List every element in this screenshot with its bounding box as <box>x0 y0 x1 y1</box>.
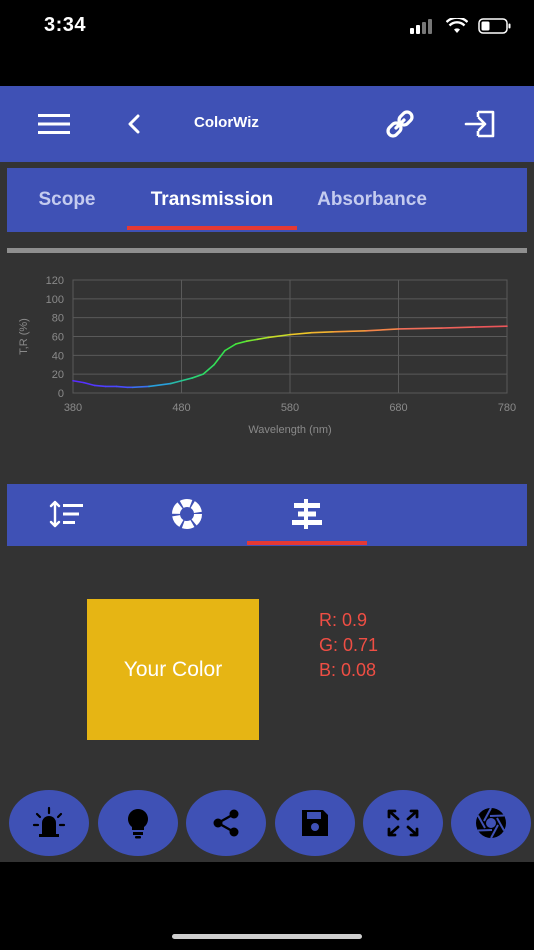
transmission-line-segment <box>310 330 335 334</box>
transmission-chart: 0 20 40 60 80 100 120 380 480 580 680 780 Wavelength… <box>18 275 516 436</box>
color-swatch: Your Color <box>87 599 259 740</box>
flash-button[interactable] <box>9 790 89 856</box>
share-icon <box>213 809 239 837</box>
app-bar: ColorWiz <box>0 86 534 162</box>
transmission-line-segment <box>180 377 194 382</box>
transmission-line-segment <box>397 327 443 330</box>
y-tick-label: 40 <box>52 350 64 362</box>
menu-button[interactable] <box>28 98 80 150</box>
status-time: 3:34 <box>44 14 87 36</box>
status-icons <box>410 18 512 34</box>
swatch-label: Your Color <box>123 657 223 681</box>
fullscreen-icon <box>387 809 419 837</box>
transmission-line-segment <box>245 338 259 343</box>
save-button[interactable] <box>275 790 355 856</box>
transmission-line-segment <box>83 381 96 387</box>
section-divider <box>7 248 527 253</box>
bulb-icon <box>128 809 148 839</box>
rgb-b-value: B: 0.08 <box>319 660 377 680</box>
bottom-action-bar <box>0 790 534 862</box>
transmission-line-segment <box>169 379 183 385</box>
rgb-g-value: G: 0.71 <box>319 635 379 655</box>
x-axis-label: Wavelength (nm) <box>248 424 331 436</box>
y-tick-label: 120 <box>46 275 64 287</box>
battery-icon <box>478 18 511 34</box>
tool-tabs <box>7 484 527 546</box>
transmission-line-segment <box>224 343 237 352</box>
status-bar: 3:34 <box>0 0 534 86</box>
transmission-line-segment <box>131 385 150 389</box>
bulb-button[interactable] <box>98 790 178 856</box>
camera-aperture-icon <box>476 807 506 839</box>
back-button[interactable] <box>108 98 160 150</box>
app-screen: ColorWiz Scope Transmission Absorbance <box>0 86 534 862</box>
y-tick-label: 60 <box>52 332 64 344</box>
sign-in-icon <box>464 110 495 138</box>
chevron-left-icon <box>128 114 140 134</box>
tool-tab-indicator <box>247 541 367 545</box>
transmission-line-segment <box>115 385 129 389</box>
y-tick-label: 0 <box>58 388 64 400</box>
mode-tabs: Scope Transmission Absorbance <box>7 168 527 232</box>
donut-chart-icon <box>172 499 202 529</box>
share-button[interactable] <box>186 790 266 856</box>
hamburger-menu-icon <box>38 114 70 134</box>
x-tick-label: 480 <box>172 402 190 414</box>
link-icon <box>386 110 414 138</box>
transmission-line-segment <box>72 379 85 384</box>
y-axis-label: T,R (%) <box>18 318 30 355</box>
transmission-line-segment <box>234 340 248 345</box>
app-title: ColorWiz <box>194 114 259 131</box>
align-center-icon <box>292 499 322 529</box>
transmission-line-segment <box>332 330 367 333</box>
transmission-line-segment <box>289 331 313 336</box>
save-icon <box>302 810 328 836</box>
fullscreen-button[interactable] <box>363 790 443 856</box>
tool-tab-sort[interactable] <box>7 484 127 544</box>
rgb-values: R: 0.9 G: 0.71 B: 0.08 <box>319 608 378 683</box>
tab-absorbance[interactable]: Absorbance <box>317 189 427 210</box>
x-tick-label: 380 <box>64 402 82 414</box>
x-tick-label: 780 <box>498 402 516 414</box>
y-tick-label: 100 <box>46 294 64 306</box>
x-tick-label: 580 <box>281 402 299 414</box>
x-tick-label: 680 <box>389 402 407 414</box>
tool-tab-align[interactable] <box>247 484 367 544</box>
y-tick-label: 80 <box>52 313 64 325</box>
transmission-line-segment <box>202 363 215 375</box>
tab-scope[interactable]: Scope <box>38 189 96 210</box>
transmission-line-segment <box>256 336 270 341</box>
exit-button[interactable] <box>454 98 506 150</box>
transmission-line-segment <box>148 382 172 388</box>
transmission-line-segment <box>473 325 508 328</box>
light-bulb-flash-icon <box>32 806 66 837</box>
wifi-icon <box>446 18 468 33</box>
rgb-r-value: R: 0.9 <box>319 610 368 630</box>
transmission-line-segment <box>365 328 400 332</box>
sort-icon <box>49 500 83 528</box>
transmission-line-segment <box>191 373 204 379</box>
tool-tab-color-wheel[interactable] <box>127 484 247 544</box>
tab-transmission[interactable]: Transmission <box>150 189 274 210</box>
camera-button[interactable] <box>451 790 531 856</box>
transmission-line-segment <box>93 384 107 388</box>
tab-indicator <box>127 226 297 230</box>
transmission-line-segment <box>213 349 226 366</box>
home-indicator <box>172 934 362 939</box>
cellular-signal-icon <box>410 19 432 34</box>
transmission-line-segment <box>441 326 476 329</box>
link-button[interactable] <box>374 98 426 150</box>
transmission-line-segment <box>267 333 291 339</box>
y-tick-label: 20 <box>52 369 64 381</box>
